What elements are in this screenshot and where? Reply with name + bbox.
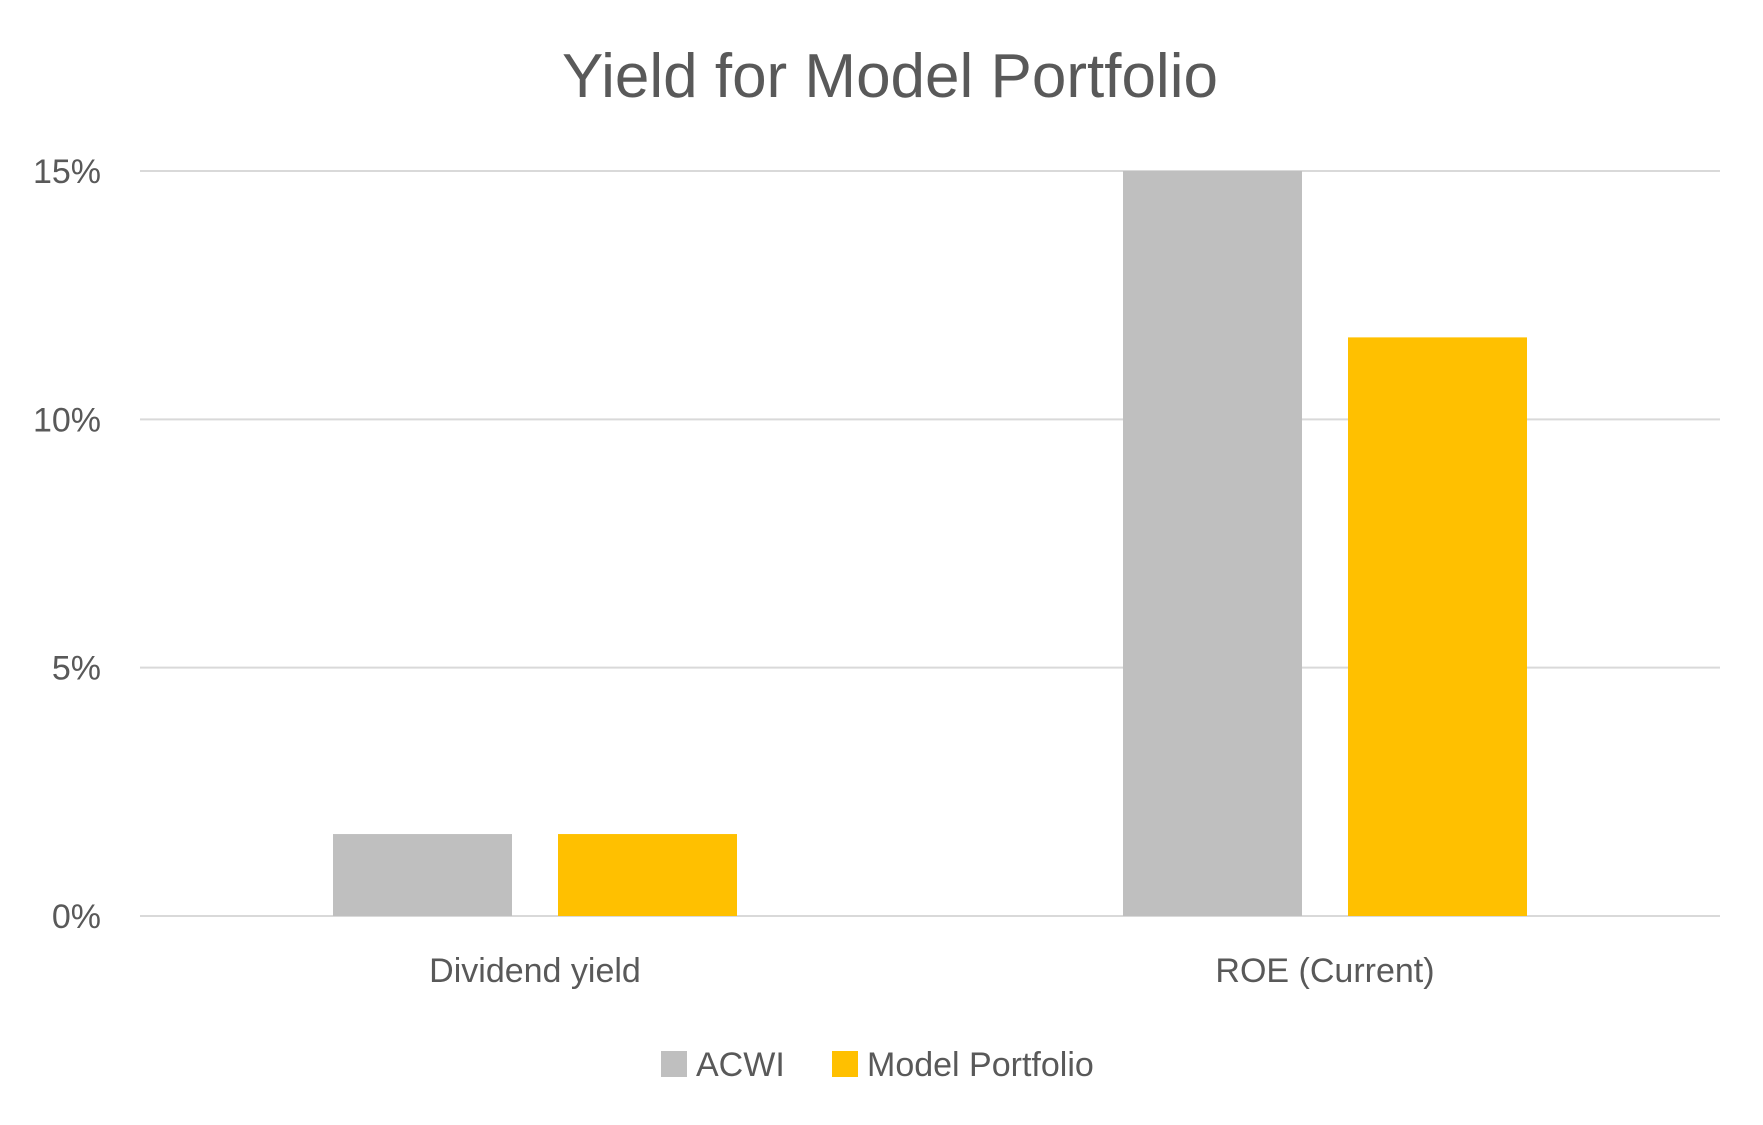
chart-title: Yield for Model Portfolio	[562, 42, 1218, 111]
bar-acwi-2	[1123, 171, 1302, 916]
legend-label: ACWI	[696, 1046, 785, 1084]
bar-model-portfolio-1	[558, 834, 737, 916]
legend: ACWI Model Portfolio	[661, 1046, 1094, 1084]
category-label: Dividend yield	[429, 952, 641, 990]
legend-label: Model Portfolio	[867, 1046, 1094, 1084]
bars	[333, 171, 1527, 917]
bar-model-portfolio-2	[1348, 337, 1527, 917]
y-tick-label: 5%	[52, 650, 101, 688]
category-label: ROE (Current)	[1215, 952, 1434, 990]
category-labels: Dividend yield ROE (Current)	[429, 952, 1434, 990]
bar-acwi-1	[333, 834, 512, 916]
y-tick-label: 0%	[52, 898, 101, 936]
y-axis-tick-labels: 0% 5% 10% 15%	[33, 153, 101, 936]
legend-swatch	[832, 1051, 858, 1077]
y-tick-label: 10%	[33, 401, 101, 439]
y-tick-label: 15%	[33, 153, 101, 191]
legend-swatch	[661, 1051, 687, 1077]
